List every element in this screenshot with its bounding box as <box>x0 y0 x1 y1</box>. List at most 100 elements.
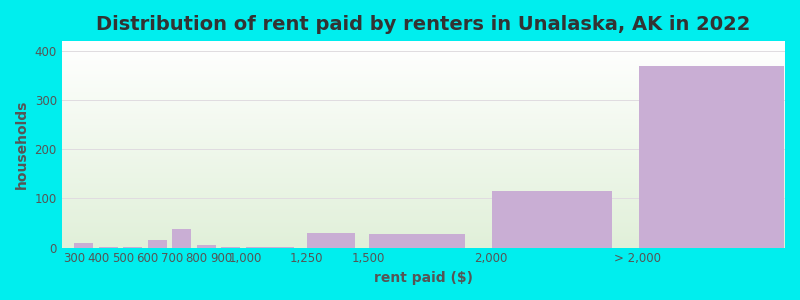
Bar <box>62 74 785 75</box>
Bar <box>62 149 785 151</box>
Bar <box>62 178 785 179</box>
Bar <box>62 139 785 140</box>
Bar <box>62 67 785 68</box>
Bar <box>62 136 785 137</box>
Bar <box>62 204 785 205</box>
Bar <box>62 91 785 92</box>
Bar <box>62 57 785 58</box>
Bar <box>62 96 785 97</box>
Bar <box>62 155 785 156</box>
Bar <box>62 223 785 224</box>
Bar <box>62 95 785 96</box>
Bar <box>62 151 785 152</box>
Bar <box>62 63 785 64</box>
Bar <box>62 71 785 72</box>
Bar <box>62 171 785 172</box>
Bar <box>62 206 785 207</box>
Bar <box>62 124 785 125</box>
Bar <box>62 79 785 80</box>
Bar <box>62 69 785 70</box>
Bar <box>62 42 785 43</box>
Bar <box>98 247 118 248</box>
Bar <box>62 143 785 144</box>
Bar <box>62 50 785 51</box>
Bar <box>62 174 785 175</box>
Bar <box>62 112 785 113</box>
Bar <box>62 76 785 77</box>
Bar <box>62 221 785 222</box>
Bar <box>62 92 785 93</box>
Bar <box>62 80 785 81</box>
Bar <box>62 104 785 105</box>
Bar <box>62 236 785 237</box>
Bar <box>62 72 785 73</box>
Bar <box>62 62 785 63</box>
Bar <box>62 161 785 162</box>
Bar <box>62 160 785 161</box>
Bar <box>62 198 785 199</box>
Bar <box>62 127 785 128</box>
Bar <box>62 52 785 53</box>
Bar <box>62 222 785 223</box>
Bar <box>62 175 785 176</box>
Bar <box>62 116 785 118</box>
Bar <box>62 94 785 95</box>
Bar <box>62 83 785 85</box>
Bar <box>62 56 785 57</box>
Bar <box>62 231 785 232</box>
Bar <box>62 88 785 90</box>
Bar <box>62 186 785 187</box>
Bar <box>62 205 785 206</box>
Bar <box>62 125 785 126</box>
Bar <box>62 90 785 91</box>
Bar <box>62 147 785 148</box>
Bar <box>62 159 785 160</box>
Bar <box>62 120 785 121</box>
Bar <box>62 75 785 76</box>
Bar <box>62 193 785 194</box>
Bar <box>62 153 785 154</box>
Bar <box>62 238 785 239</box>
Bar <box>62 106 785 107</box>
Bar <box>62 169 785 170</box>
Bar <box>62 108 785 109</box>
Bar <box>62 201 785 202</box>
Bar <box>62 82 785 83</box>
Bar <box>62 191 785 192</box>
Bar <box>369 234 466 248</box>
Bar <box>62 173 785 174</box>
Bar <box>62 41 785 42</box>
Bar <box>62 53 785 55</box>
Bar <box>62 197 785 198</box>
Bar <box>74 243 94 248</box>
Bar <box>62 239 785 240</box>
Bar <box>62 93 785 94</box>
Bar <box>62 61 785 62</box>
Bar <box>62 228 785 229</box>
Bar <box>62 188 785 189</box>
Bar <box>62 170 785 171</box>
Bar <box>62 140 785 141</box>
Bar <box>62 182 785 184</box>
Bar <box>62 68 785 69</box>
Bar <box>62 229 785 230</box>
Bar <box>62 100 785 101</box>
Bar <box>62 129 785 130</box>
Bar <box>62 97 785 98</box>
Bar <box>62 59 785 60</box>
Bar <box>62 114 785 116</box>
Bar <box>62 184 785 186</box>
Bar <box>62 99 785 100</box>
Bar <box>62 179 785 181</box>
Bar <box>172 229 191 248</box>
Bar <box>62 177 785 178</box>
Bar <box>62 203 785 204</box>
Bar <box>62 209 785 210</box>
Bar <box>62 46 785 47</box>
Bar <box>62 200 785 201</box>
Bar <box>62 47 785 48</box>
Bar <box>62 132 785 133</box>
Bar <box>62 195 785 196</box>
Bar <box>62 194 785 195</box>
Bar <box>492 191 612 247</box>
